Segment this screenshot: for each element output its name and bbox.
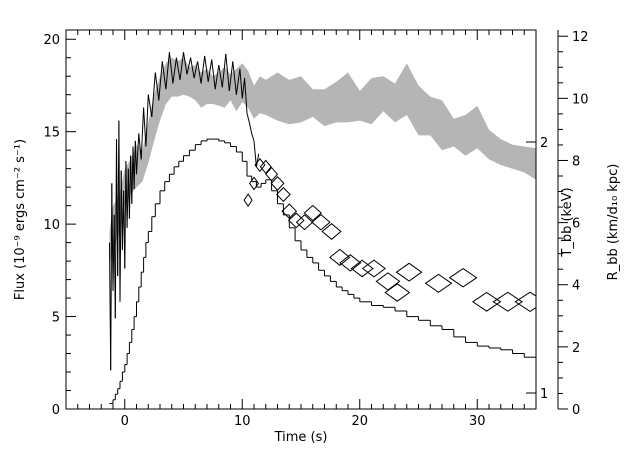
flux-diamond bbox=[350, 259, 374, 278]
rbb-segment bbox=[110, 183, 113, 371]
rbb-tick-label: 0 bbox=[572, 403, 580, 418]
rbb-axis-label: R_bb (km/d₁₀ kpc) bbox=[606, 164, 621, 281]
rbb-segment bbox=[228, 61, 234, 92]
tbb-axis-label: T_bb (keV) bbox=[560, 187, 575, 257]
rbb-segment bbox=[239, 68, 243, 99]
rbb-segment bbox=[211, 59, 216, 90]
rbb-tick-label: 10 bbox=[572, 92, 589, 107]
rbb-segment bbox=[193, 61, 199, 79]
rbb-segment bbox=[204, 55, 209, 82]
x-tick-label: 20 bbox=[351, 414, 368, 429]
rbb-segment bbox=[136, 133, 140, 175]
rbb-segment bbox=[232, 61, 237, 95]
flux-diamond bbox=[375, 272, 401, 291]
rbb-segment bbox=[246, 113, 250, 123]
flux-diamond bbox=[243, 193, 253, 208]
flux-diamond bbox=[471, 291, 502, 312]
flux-diamond bbox=[321, 223, 342, 240]
rbb-segment bbox=[175, 57, 181, 80]
flux-diamond bbox=[281, 203, 298, 219]
rbb-segment bbox=[253, 140, 257, 167]
rbb-segment bbox=[165, 52, 170, 90]
flux-diamond bbox=[492, 291, 524, 312]
y-tick-label: 0 bbox=[52, 403, 60, 418]
rbb-segment bbox=[168, 52, 174, 84]
rbb-segment bbox=[154, 72, 160, 101]
flux-diamond bbox=[424, 273, 453, 293]
x-tick-label: 10 bbox=[234, 414, 251, 429]
flux-diamond bbox=[339, 254, 362, 272]
flux-diamond bbox=[448, 267, 478, 288]
rbb-segment bbox=[158, 61, 163, 101]
flux-diamond bbox=[395, 262, 423, 282]
rbb-segment bbox=[225, 53, 230, 92]
flux-diamond bbox=[361, 259, 386, 278]
rbb-segment bbox=[218, 65, 223, 88]
y-tick-label: 10 bbox=[43, 218, 60, 233]
rbb-segment bbox=[172, 57, 177, 84]
tbb-band bbox=[109, 57, 536, 265]
flux-diamond bbox=[311, 213, 331, 231]
rbb-segment bbox=[190, 57, 195, 79]
rbb-segment bbox=[161, 61, 167, 90]
rbb-segment bbox=[214, 65, 220, 90]
flux-diamond bbox=[303, 204, 323, 222]
rbb-segment bbox=[134, 140, 137, 175]
x-tick-label: 30 bbox=[469, 414, 486, 429]
y-tick-label: 20 bbox=[43, 33, 60, 48]
rbb-segment bbox=[244, 78, 248, 114]
y-tick-label: 15 bbox=[43, 126, 60, 141]
tbb-tick-label: 2 bbox=[540, 136, 548, 151]
rbb-segment bbox=[179, 52, 184, 80]
rbb-segment bbox=[248, 122, 253, 134]
rbb-segment bbox=[200, 55, 206, 84]
rbb-segment bbox=[255, 153, 260, 167]
rbb-segment bbox=[119, 170, 122, 302]
tbb-tick-label: 1 bbox=[540, 387, 548, 402]
flux-diamond bbox=[287, 212, 305, 229]
rbb-segment bbox=[207, 59, 213, 82]
flux-diamond bbox=[384, 283, 411, 302]
flux-diamond bbox=[270, 175, 285, 191]
rbb-segment bbox=[235, 68, 241, 95]
rbb-tick-label: 12 bbox=[572, 30, 589, 45]
flux-diamond bbox=[329, 248, 351, 266]
rbb-segment bbox=[140, 107, 145, 160]
rbb-segment bbox=[241, 78, 246, 99]
rbb-segment bbox=[221, 53, 227, 88]
rbb-segment bbox=[186, 57, 192, 75]
flux-diamond bbox=[295, 214, 314, 231]
flux-diamond bbox=[265, 166, 279, 182]
rbb-tick-label: 6 bbox=[572, 217, 580, 232]
flux-diamond bbox=[248, 176, 260, 191]
rbb-tick-label: 8 bbox=[572, 154, 580, 169]
rbb-segment bbox=[151, 72, 156, 117]
y-axis-label: Flux (10⁻⁹ ergs cm⁻² s⁻¹) bbox=[13, 139, 28, 300]
flux-diamond bbox=[254, 157, 266, 173]
rbb-tick-label: 4 bbox=[572, 279, 580, 294]
rbb-segment bbox=[147, 94, 153, 117]
rbb-segment bbox=[183, 52, 188, 75]
rbb-segment bbox=[138, 133, 142, 160]
rbb-segment bbox=[251, 133, 255, 142]
x-axis-label: Time (s) bbox=[274, 430, 328, 445]
x-tick-label: 0 bbox=[121, 414, 129, 429]
rbb-segment bbox=[124, 161, 127, 269]
flux-diamond bbox=[276, 186, 291, 203]
rbb-tick-label: 2 bbox=[572, 341, 580, 356]
rbb-segment bbox=[143, 107, 147, 147]
flux-diamond bbox=[259, 159, 272, 175]
y-tick-label: 5 bbox=[52, 311, 60, 326]
flux-diamond bbox=[514, 291, 536, 312]
plot-area bbox=[109, 52, 536, 404]
rbb-segment bbox=[145, 94, 149, 147]
rbb-segment bbox=[197, 61, 202, 84]
